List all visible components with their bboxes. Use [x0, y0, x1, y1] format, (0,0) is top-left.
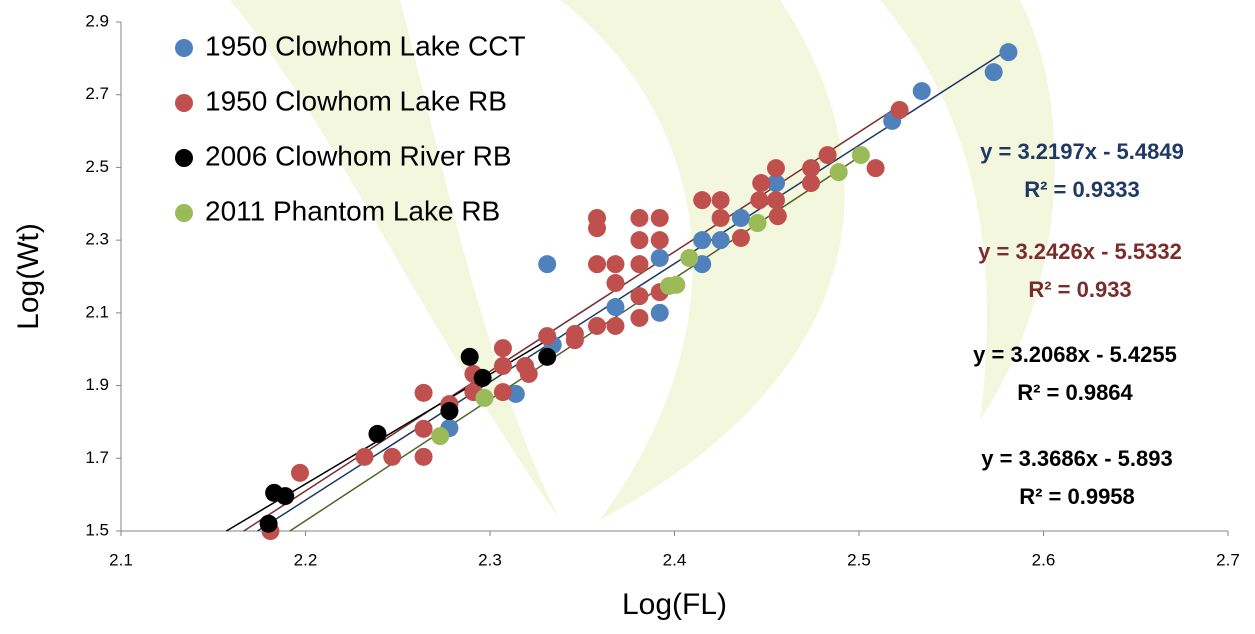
equation: R² = 0.933 — [1028, 277, 1131, 302]
point — [474, 369, 492, 387]
x-tick-label: 2.5 — [847, 550, 871, 569]
point — [588, 317, 606, 335]
equation: R² = 0.9333 — [1024, 177, 1140, 202]
point — [732, 209, 750, 227]
point — [651, 231, 669, 249]
legend-label: 2006 Clowhom River RB — [205, 140, 512, 171]
legend-label: 1950 Clowhom Lake CCT — [205, 30, 526, 61]
y-tick-label: 2.7 — [85, 84, 109, 103]
point — [651, 209, 669, 227]
point — [732, 229, 750, 247]
point — [520, 365, 538, 383]
y-tick-label: 2.3 — [85, 230, 109, 249]
point — [749, 214, 767, 232]
point — [985, 63, 1003, 81]
chart: 1.5 1.7 1.9 2.1 2.3 2.5 2.7 2.9 2.1 2.2 2.3 2.4 2.5 2… — [0, 0, 1255, 629]
point — [440, 402, 458, 420]
point — [276, 487, 294, 505]
point — [712, 191, 730, 209]
point — [368, 425, 386, 443]
x-tick-label: 2.1 — [109, 550, 133, 569]
point — [630, 287, 648, 305]
point — [693, 191, 711, 209]
x-tick-label: 2.7 — [1216, 550, 1240, 569]
point — [750, 191, 768, 209]
point — [867, 159, 885, 177]
point — [415, 448, 433, 466]
point — [630, 231, 648, 249]
point — [712, 209, 730, 227]
point — [680, 249, 698, 267]
legend-marker — [175, 149, 193, 167]
point — [752, 174, 770, 192]
legend-marker — [175, 94, 193, 112]
point — [606, 317, 624, 335]
point — [802, 174, 820, 192]
point — [667, 276, 685, 294]
y-tick-label: 1.7 — [85, 448, 109, 467]
x-tick-label: 2.3 — [478, 550, 502, 569]
point — [819, 146, 837, 164]
y-axis-title: Log(Wt) — [12, 223, 45, 330]
point — [431, 427, 449, 445]
point — [891, 101, 909, 119]
point — [769, 207, 787, 225]
point — [651, 249, 669, 267]
point — [538, 327, 556, 345]
point — [475, 389, 493, 407]
y-tick-label: 1.9 — [85, 375, 109, 394]
y-tick-label: 2.5 — [85, 157, 109, 176]
point — [630, 209, 648, 227]
equation: y = 3.2197x - 5.4849 — [980, 139, 1184, 164]
equation: R² = 0.9958 — [1019, 484, 1135, 509]
point — [606, 255, 624, 273]
point — [693, 231, 711, 249]
equation: y = 3.2426x - 5.5332 — [978, 239, 1182, 264]
point — [913, 82, 931, 100]
equation: R² = 0.9864 — [1017, 380, 1133, 405]
point — [494, 339, 512, 357]
legend-label: 1950 Clowhom Lake RB — [205, 85, 507, 116]
equation: y = 3.3686x - 5.893 — [981, 446, 1172, 471]
legend-marker — [175, 204, 193, 222]
point — [606, 298, 624, 316]
point — [356, 448, 374, 466]
point — [415, 420, 433, 438]
point — [415, 384, 433, 402]
point — [538, 348, 556, 366]
point — [830, 163, 848, 181]
point — [260, 515, 278, 533]
point — [712, 231, 730, 249]
x-axis-title: Log(FL) — [622, 588, 727, 621]
point — [630, 309, 648, 327]
point — [538, 255, 556, 273]
legend-label: 2011 Phantom Lake RB — [205, 195, 500, 226]
point — [606, 274, 624, 292]
point — [461, 348, 479, 366]
point — [566, 331, 584, 349]
point — [588, 219, 606, 237]
point — [291, 464, 309, 482]
y-tick-label: 2.9 — [85, 11, 109, 30]
equation: y = 3.2068x - 5.4255 — [973, 342, 1177, 367]
point — [630, 255, 648, 273]
point — [651, 304, 669, 322]
point — [494, 383, 512, 401]
point — [999, 43, 1017, 61]
x-tick-label: 2.4 — [663, 550, 687, 569]
point — [494, 357, 512, 375]
point — [767, 159, 785, 177]
y-tick-label: 1.5 — [85, 520, 109, 539]
x-tick-label: 2.6 — [1032, 550, 1056, 569]
point — [767, 191, 785, 209]
point — [383, 448, 401, 466]
point — [852, 146, 870, 164]
y-tick-label: 2.1 — [85, 302, 109, 321]
legend-marker — [175, 39, 193, 57]
x-tick-label: 2.2 — [294, 550, 318, 569]
point — [588, 255, 606, 273]
